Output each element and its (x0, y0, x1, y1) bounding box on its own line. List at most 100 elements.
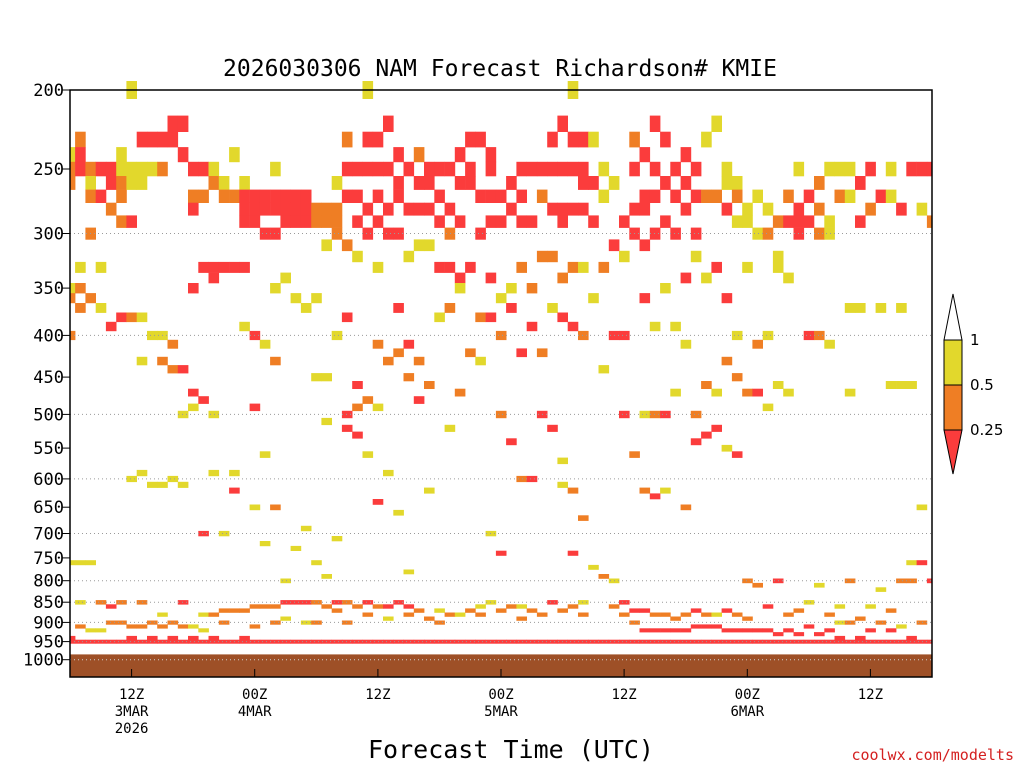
heatmap-cell (413, 396, 425, 404)
heatmap-cell (619, 215, 630, 228)
heatmap-cell (762, 227, 774, 240)
heatmap-cell (721, 176, 733, 190)
heatmap-cell (300, 189, 312, 203)
heatmap-cell (680, 272, 692, 284)
heatmap-cell (85, 161, 96, 177)
heatmap-cell (270, 202, 281, 216)
heatmap-cell (208, 469, 220, 477)
heatmap-cell (352, 403, 363, 412)
heatmap-cell (475, 639, 486, 644)
heatmap-cell (567, 161, 579, 177)
legend-bin-below-0.25 (943, 429, 963, 475)
heatmap-cell (526, 608, 538, 613)
heatmap-cell (290, 189, 302, 203)
heatmap-cell (70, 283, 76, 294)
heatmap-cell (341, 239, 353, 252)
x-tick-label-12-0: 12Z (119, 687, 144, 703)
heatmap-cell (434, 215, 445, 228)
heatmap-cell (495, 550, 507, 556)
heatmap-cell (290, 215, 302, 228)
heatmap-cell (188, 161, 199, 177)
heatmap-cell (383, 227, 394, 240)
heatmap-cell (157, 161, 168, 177)
heatmap-cell (639, 410, 651, 419)
heatmap-cell (188, 635, 199, 640)
heatmap-cell (218, 176, 230, 190)
heatmap-cell (188, 639, 199, 644)
heatmap-cell (701, 612, 712, 617)
heatmap-cell (875, 303, 887, 313)
heatmap-cell (547, 250, 558, 263)
heatmap-cell (855, 616, 866, 621)
heatmap-cell (814, 330, 825, 341)
heatmap-cell (413, 608, 425, 613)
heatmap-cell (393, 509, 404, 516)
heatmap-cell (126, 312, 137, 323)
heatmap-cell (557, 115, 568, 132)
heatmap-cell (188, 202, 199, 216)
heatmap-cell (444, 227, 456, 240)
heatmap-cell (926, 578, 933, 584)
heatmap-cell (506, 303, 517, 313)
heatmap-cell (105, 176, 117, 190)
heatmap-cell (926, 161, 933, 177)
heatmap-cell (690, 161, 702, 177)
heatmap-cell (198, 612, 209, 617)
heatmap-cell (516, 604, 527, 609)
heatmap-cell (218, 639, 230, 644)
heatmap-cell (444, 639, 456, 644)
heatmap-cell (413, 176, 425, 190)
heatmap-cell (249, 202, 261, 216)
heatmap-cell (331, 176, 343, 190)
heatmap-cell (516, 261, 527, 273)
heatmap-cell (259, 639, 271, 644)
heatmap-cell (403, 569, 415, 575)
heatmap-cell (701, 272, 712, 284)
heatmap-cell (855, 639, 866, 644)
heatmap-cell (239, 639, 250, 644)
heatmap-cell (485, 272, 497, 284)
heatmap-cell (875, 587, 887, 592)
heatmap-cell (177, 115, 189, 132)
heatmap-cell (311, 202, 322, 216)
heatmap-cell (70, 176, 76, 190)
heatmap-cell (885, 189, 897, 203)
heatmap-cell (352, 161, 363, 177)
heatmap-cell (229, 189, 240, 203)
heatmap-cell (731, 451, 743, 458)
heatmap-cell (824, 227, 835, 240)
heatmap-cell (896, 578, 907, 584)
heatmap-cell (649, 321, 661, 332)
heatmap-cell (772, 215, 784, 228)
heatmap-cell (341, 161, 353, 177)
heatmap-cell (639, 239, 651, 252)
x-tick-label-60-0: 12Z (611, 687, 636, 703)
heatmap-cell (926, 215, 933, 228)
x-tick-label-12-2: 2026 (115, 721, 149, 737)
heatmap-cell (690, 624, 702, 629)
heatmap-cell (157, 481, 168, 488)
y-tick-label-200: 200 (33, 81, 64, 101)
heatmap-cell (126, 161, 137, 177)
heatmap-cell (280, 202, 291, 216)
heatmap-cell (75, 147, 86, 163)
heatmap-cell (290, 202, 302, 216)
heatmap-cell (495, 293, 507, 304)
heatmap-cell (803, 189, 815, 203)
heatmap-cell (116, 189, 127, 203)
heatmap-cell (311, 373, 322, 382)
heatmap-cell (588, 564, 599, 570)
heatmap-cell (885, 639, 897, 644)
heatmap-cell (506, 176, 517, 190)
heatmap-cell (218, 189, 230, 203)
heatmap-cell (136, 624, 148, 629)
heatmap-cell (731, 215, 743, 228)
heatmap-cell (475, 189, 486, 203)
heatmap-cell (177, 624, 189, 629)
heatmap-cell (188, 283, 199, 294)
heatmap-cell (290, 293, 302, 304)
heatmap-cell (567, 261, 579, 273)
heatmap-cell (803, 600, 815, 605)
heatmap-cell (300, 525, 312, 532)
heatmap-cell (660, 612, 671, 617)
